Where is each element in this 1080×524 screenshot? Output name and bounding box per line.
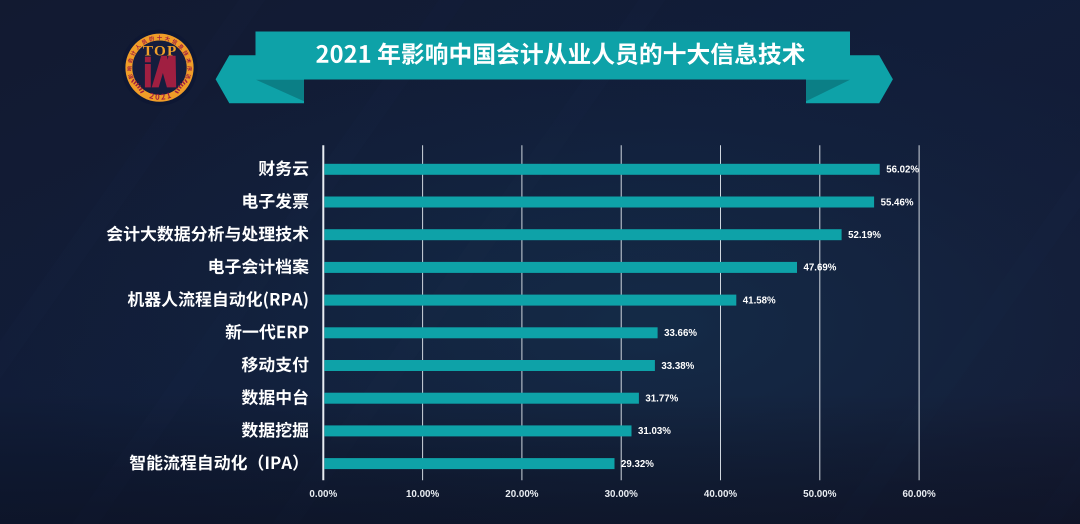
svg-text:55.46%: 55.46%: [881, 197, 914, 208]
svg-text:41.58%: 41.58%: [743, 295, 776, 306]
svg-text:50.00%: 50.00%: [803, 489, 837, 500]
svg-text:29.32%: 29.32%: [621, 459, 654, 470]
svg-text:60.00%: 60.00%: [902, 489, 936, 500]
svg-text:33.66%: 33.66%: [664, 328, 697, 339]
svg-text:33.38%: 33.38%: [661, 361, 694, 372]
svg-text:0.00%: 0.00%: [309, 489, 337, 500]
svg-text:52.19%: 52.19%: [848, 230, 881, 241]
svg-text:56.02%: 56.02%: [886, 165, 919, 176]
svg-text:10.00%: 10.00%: [406, 489, 440, 500]
svg-text:31.77%: 31.77%: [645, 394, 678, 405]
svg-text:40.00%: 40.00%: [704, 489, 738, 500]
svg-text:20.00%: 20.00%: [505, 489, 539, 500]
svg-text:31.03%: 31.03%: [638, 426, 671, 437]
svg-text:TOP: TOP: [143, 42, 178, 59]
svg-text:47.69%: 47.69%: [804, 263, 837, 274]
svg-text:30.00%: 30.00%: [605, 489, 639, 500]
